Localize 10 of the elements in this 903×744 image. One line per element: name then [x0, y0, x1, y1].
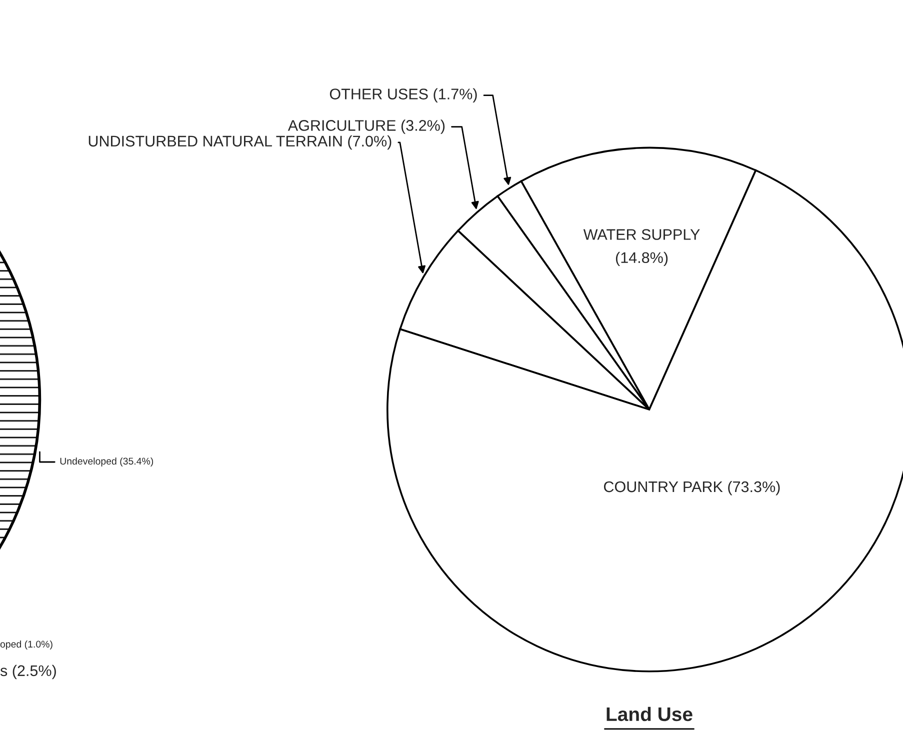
slice-label: AGRICULTURE (3.2%)	[288, 120, 445, 134]
slice-label: COUNTRY PARK (73.3%)	[604, 480, 780, 496]
data-label: (14.8%)	[616, 252, 668, 266]
slice-label: UNDISTURBED NATURAL TERRAIN (7.0%)	[88, 135, 392, 150]
text: Land Use	[606, 706, 692, 722]
slice-label: OTHER USES (1.7%)	[330, 88, 477, 102]
text: s (2.5%)	[0, 664, 56, 680]
slice-label: WATER SUPPLY	[583, 229, 700, 240]
text: oped (1.0%)	[0, 640, 52, 650]
text: Undeveloped (35.4%)	[60, 457, 154, 467]
